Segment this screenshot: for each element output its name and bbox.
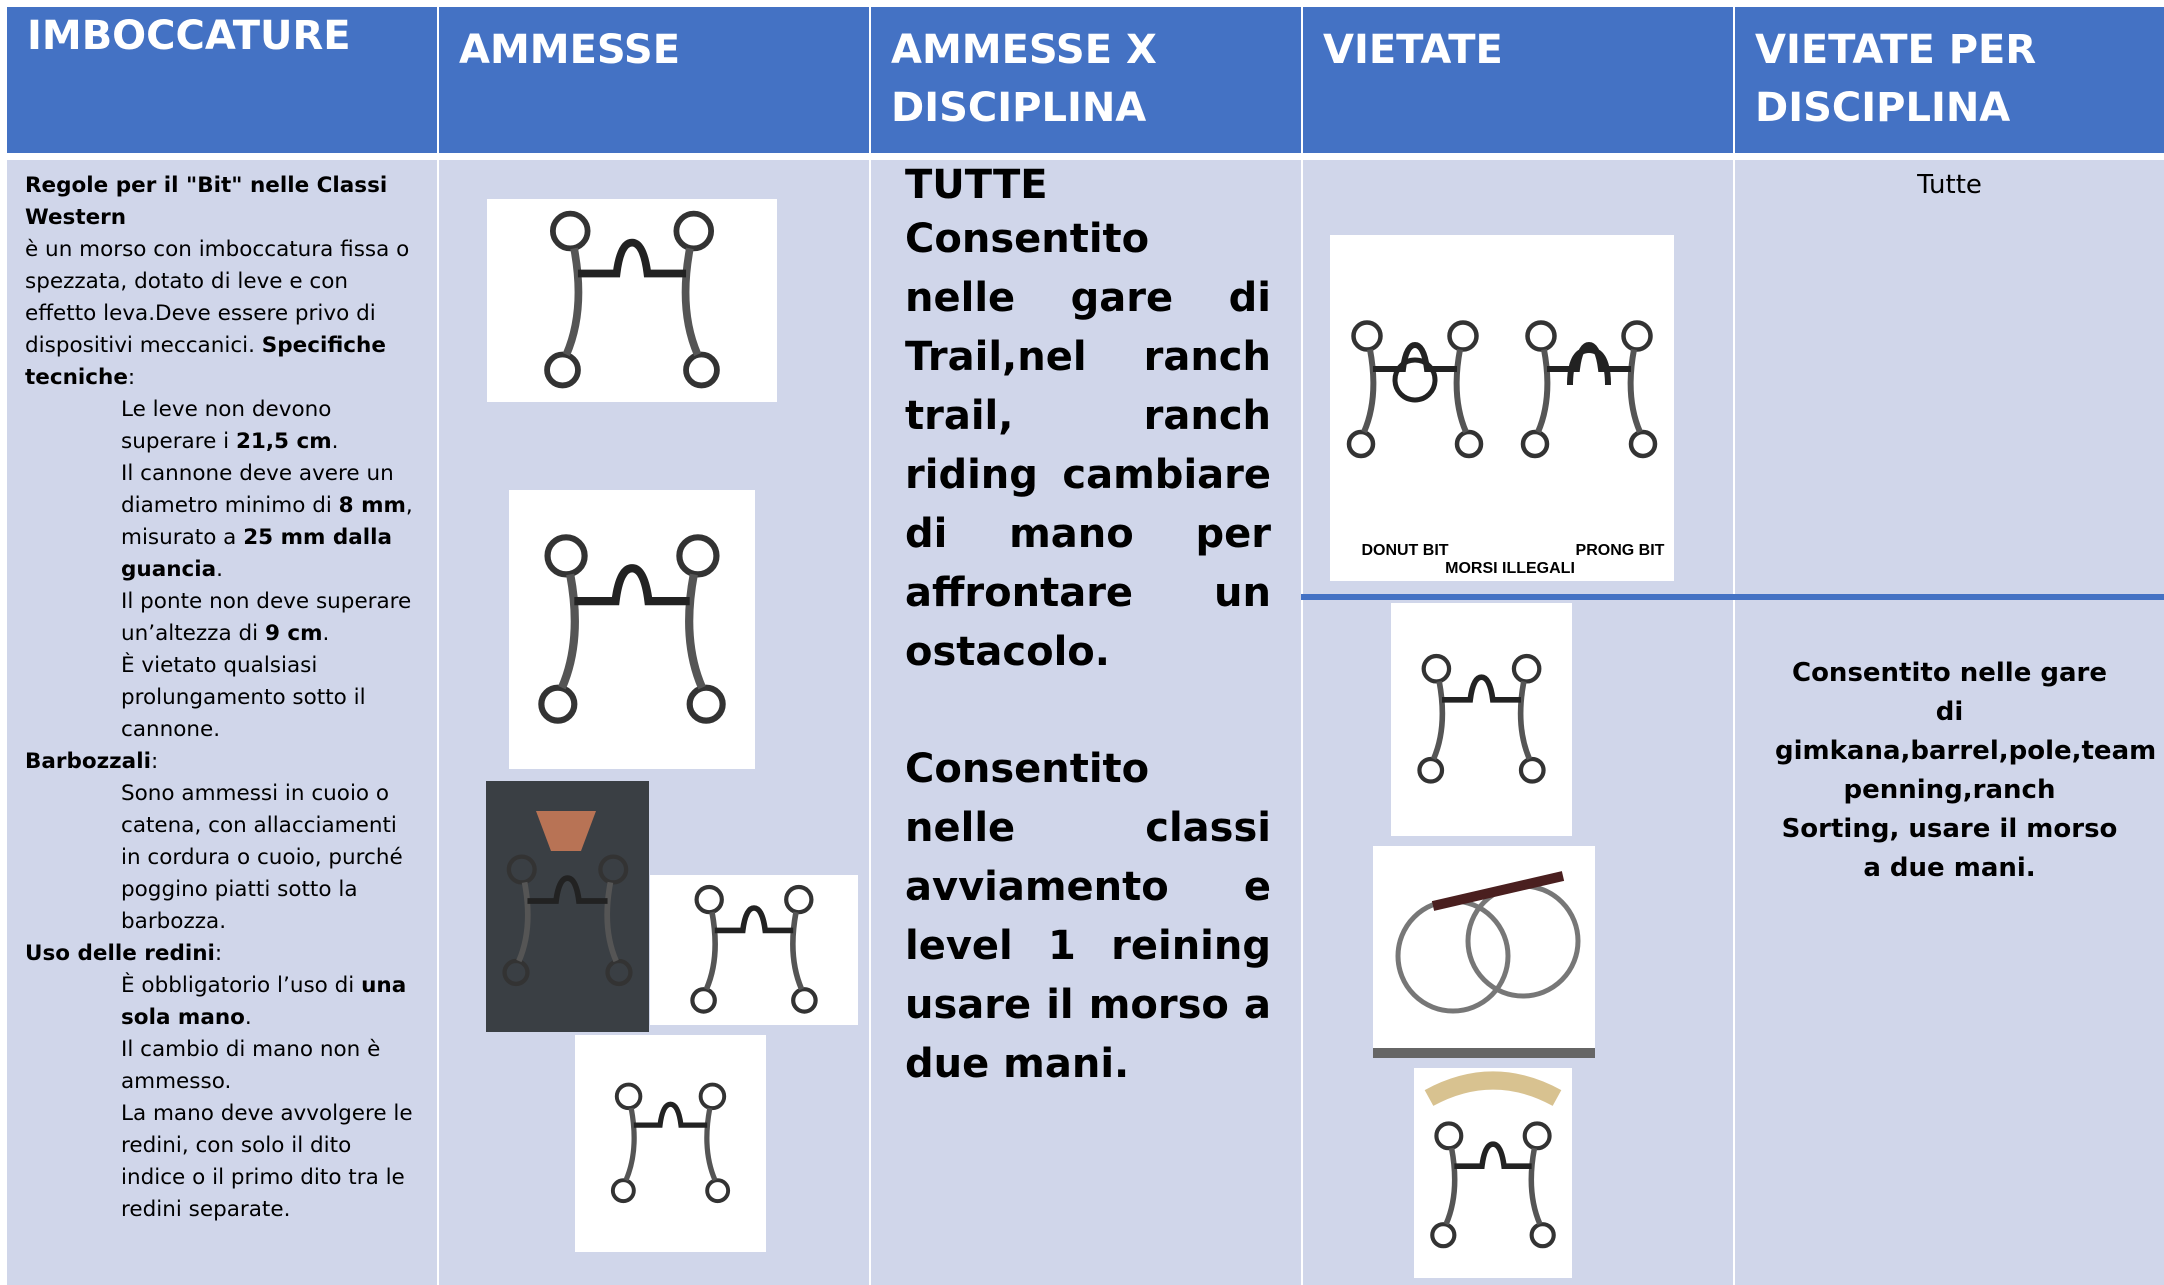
text-run: . <box>244 1005 252 1030</box>
text-run: : <box>150 749 159 774</box>
header-text: VIETATE <box>1323 27 1503 73</box>
header-cell: VIETATE PER DISCIPLINA <box>1735 7 2164 153</box>
text-line: Sorting, usare il morso a due mani. <box>1781 814 2118 883</box>
text-run: una sola mano <box>121 973 407 1030</box>
text-run: Specifiche tecniche <box>25 333 386 390</box>
rule-item: È obbligatorio l’uso di una sola mano. <box>25 970 419 1034</box>
bit-image <box>486 781 649 1032</box>
text-run: : <box>214 941 223 966</box>
image-label: DONUT BIT <box>1361 542 1448 559</box>
vietate-disciplina-top: Tutte <box>1917 170 1982 200</box>
header-text: AMMESSE X DISCIPLINA <box>891 27 1157 131</box>
bit-image <box>650 875 858 1025</box>
row-divider <box>1301 594 2164 600</box>
bit-image <box>487 199 777 402</box>
illegal-bits-image: DONUT BIT PRONG BIT MORSI ILLEGALI <box>1330 235 1674 581</box>
header-text: VIETATE PER DISCIPLINA <box>1755 27 2037 131</box>
text-run: . <box>216 557 223 582</box>
rule-item: Sono ammessi in cuoio o catena, con alla… <box>25 778 419 938</box>
header-cell: AMMESSE <box>439 7 869 153</box>
text-run: Sono ammessi in cuoio o catena, con alla… <box>121 781 403 934</box>
rules-text: Regole per il "Bit" nelle Classi Western… <box>7 160 437 1236</box>
disciplina-cell: TUTTE Consentito nelle gare di Trail,nel… <box>871 160 1301 1285</box>
text-run: : <box>127 365 136 390</box>
rules-cell: Regole per il "Bit" nelle Classi Western… <box>7 160 437 1285</box>
section-heading: Barbozzali: <box>25 746 419 778</box>
text-run: 25 mm dalla guancia <box>121 525 393 582</box>
disciplina-paragraph: Consentito nelle gare di Trail,nel ranch… <box>905 216 1271 675</box>
rules-intro: è un morso con imboccatura fissa o spezz… <box>25 234 419 394</box>
text-run: È obbligatorio l’uso di <box>121 973 362 998</box>
rules-title: Regole per il "Bit" nelle Classi Western <box>25 170 419 234</box>
rule-item: Il cannone deve avere un diametro minimo… <box>25 458 419 586</box>
rule-item: Il ponte non deve superare un’altezza di… <box>25 586 419 650</box>
text-run: Barbozzali <box>25 749 151 774</box>
text-run: Le leve non devono superare i <box>121 397 332 454</box>
header-cell: AMMESSE X DISCIPLINA <box>871 7 1301 153</box>
rules-sections: Le leve non devono superare i 21,5 cm. Il… <box>25 394 419 1226</box>
disciplina-title: TUTTE <box>905 162 1048 208</box>
text-run: . <box>322 621 330 646</box>
text-run: è un morso con imboccatura fissa o spezz… <box>25 237 410 358</box>
header-cell: VIETATE <box>1303 7 1733 153</box>
text-run: . <box>331 429 339 454</box>
rule-item: È vietato qualsiasi prolungamento sotto … <box>25 650 419 746</box>
text-run: Il cannone deve avere un diametro minimo… <box>121 461 394 518</box>
text-line: Consentito nelle gare di gimkana,barrel,… <box>1775 658 2157 805</box>
rule-item: La mano deve avvolgere le redini, con so… <box>25 1098 419 1226</box>
vietate-disciplina-cell: Tutte Consentito nelle gare di gimkana,b… <box>1735 160 2164 1285</box>
text-run: È vietato qualsiasi prolungamento sotto … <box>121 653 366 742</box>
rule-item: Il cambio di mano non è ammesso. <box>25 1034 419 1098</box>
text-run: Uso delle redini <box>25 941 215 966</box>
bit-image <box>1414 1068 1572 1278</box>
vietate-disciplina-text: Tutte Consentito nelle gare di gimkana,b… <box>1735 160 2164 883</box>
image-label: PRONG BIT <box>1576 542 1665 559</box>
text-run: , misurato a <box>121 493 413 550</box>
bit-image <box>1373 846 1595 1058</box>
rules-title-text: Regole per il "Bit" nelle Classi Western <box>25 173 388 230</box>
text-run: La mano deve avvolgere le redini, con so… <box>121 1101 413 1222</box>
header-cell: IMBOCCATURE <box>7 7 437 153</box>
header-text: IMBOCCATURE <box>27 13 351 59</box>
disciplina-text: TUTTE Consentito nelle gare di Trail,nel… <box>871 160 1301 1094</box>
bit-image <box>1391 603 1572 836</box>
vietate-disciplina-bottom: Consentito nelle gare di gimkana,barrel,… <box>1775 654 2157 888</box>
text-run: Il ponte non deve superare un’altezza di <box>121 589 412 646</box>
header-text: AMMESSE <box>459 27 681 73</box>
vietate-cell: DONUT BIT PRONG BIT MORSI ILLEGALI <box>1303 160 1733 1285</box>
text-run: 21,5 cm <box>235 429 332 454</box>
ammesse-cell <box>439 160 869 1285</box>
rule-item: Le leve non devono superare i 21,5 cm. <box>25 394 419 458</box>
image-caption: MORSI ILLEGALI <box>1445 560 1575 577</box>
disciplina-paragraph: Consentito nelle classi avviamento e lev… <box>905 746 1271 1087</box>
bit-image <box>509 490 755 769</box>
text-run: Il cambio di mano non è ammesso. <box>121 1037 381 1094</box>
bit-image <box>575 1035 766 1252</box>
text-run: 8 mm <box>338 493 406 518</box>
text-run: 9 cm <box>264 621 323 646</box>
section-heading: Uso delle redini: <box>25 938 419 970</box>
